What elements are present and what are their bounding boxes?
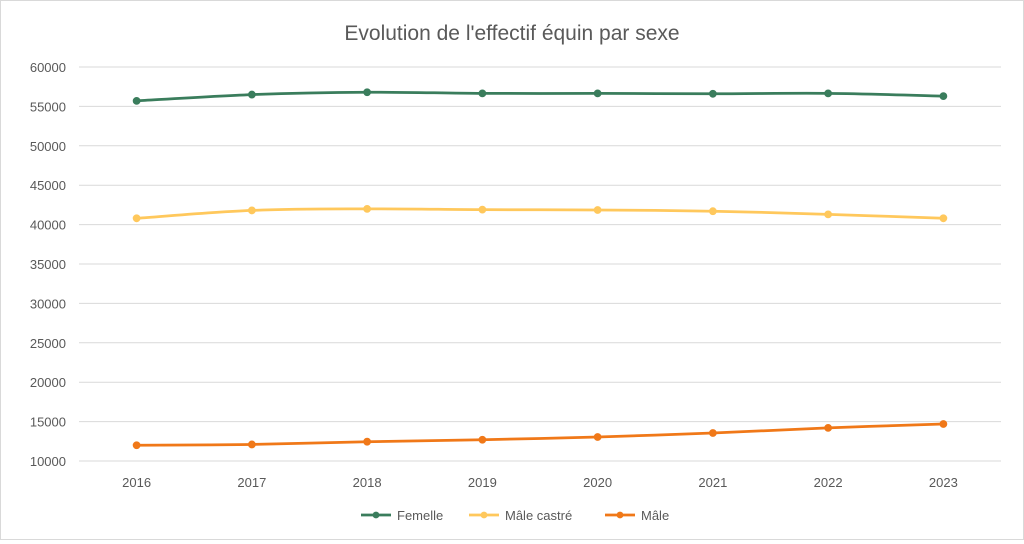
data-point (939, 92, 948, 101)
legend-marker (480, 511, 488, 519)
data-point (593, 89, 602, 98)
y-tick-label: 20000 (30, 375, 66, 390)
series-line (135, 90, 945, 103)
data-point (708, 89, 717, 98)
chart-title: Evolution de l'effectif équin par sexe (344, 22, 679, 45)
data-point (478, 205, 487, 214)
y-tick-label: 35000 (30, 257, 66, 272)
legend-item: Femelle (361, 508, 443, 523)
y-tick-label: 45000 (30, 178, 66, 193)
data-point (363, 437, 372, 446)
x-tick-label: 2018 (353, 475, 382, 490)
legend: Femelle Mâle castré Mâle (361, 508, 669, 523)
legend-item: Mâle castré (469, 508, 572, 523)
legend-marker (616, 511, 624, 519)
y-tick-label: 25000 (30, 336, 66, 351)
x-axis-ticks: 2016 2017 2018 2019 2020 2021 2022 2023 (122, 475, 958, 490)
data-point (132, 96, 141, 105)
data-point (939, 420, 948, 428)
y-tick-label: 60000 (30, 60, 66, 75)
x-tick-label: 2021 (698, 475, 727, 490)
data-point (132, 214, 141, 223)
x-tick-label: 2016 (122, 475, 151, 490)
data-point (824, 424, 833, 432)
legend-label: Femelle (397, 508, 443, 523)
x-tick-label: 2022 (814, 475, 843, 490)
series-line (135, 422, 945, 447)
data-point (247, 440, 256, 449)
data-point (247, 206, 256, 215)
data-point (824, 210, 833, 219)
x-tick-label: 2023 (929, 475, 958, 490)
data-point (247, 90, 256, 99)
data-point (824, 89, 833, 98)
data-point (363, 88, 372, 97)
series-1 (132, 204, 948, 223)
series-lines (132, 88, 948, 450)
y-tick-label: 15000 (30, 415, 66, 430)
data-point (478, 89, 487, 98)
y-tick-label: 10000 (30, 454, 66, 469)
legend-label: Mâle (641, 508, 669, 523)
x-tick-label: 2019 (468, 475, 497, 490)
series-line (135, 207, 945, 220)
data-point (939, 214, 948, 223)
data-point (363, 204, 372, 213)
data-point (593, 206, 602, 214)
series-0 (132, 88, 948, 105)
series-2 (132, 420, 948, 450)
x-tick-label: 2020 (583, 475, 612, 490)
data-point (593, 433, 602, 441)
legend-item: Mâle (605, 508, 669, 523)
legend-marker (372, 511, 380, 519)
y-tick-label: 30000 (30, 296, 66, 311)
gridlines (79, 66, 1001, 462)
legend-label: Mâle castré (505, 508, 572, 523)
data-point (478, 435, 487, 444)
y-axis-ticks: 10000 15000 20000 25000 30000 35000 40000 45000… (30, 60, 66, 469)
data-point (708, 429, 717, 437)
y-tick-label: 50000 (30, 139, 66, 154)
x-tick-label: 2017 (237, 475, 266, 490)
data-point (132, 441, 141, 450)
data-point (708, 207, 717, 216)
y-tick-label: 55000 (30, 99, 66, 114)
y-tick-label: 40000 (30, 218, 66, 233)
